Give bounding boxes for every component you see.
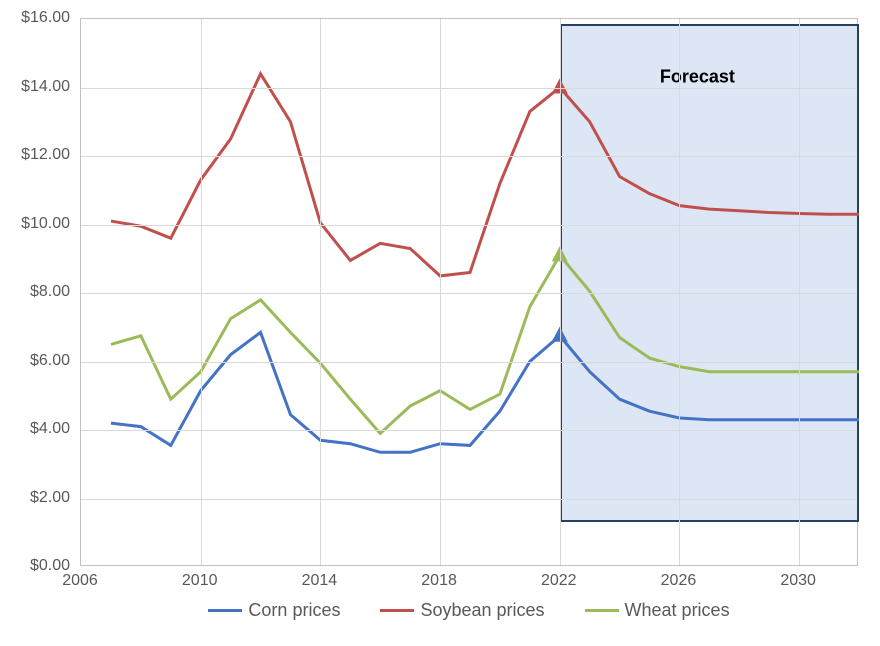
legend-label: Soybean prices [420, 600, 544, 621]
y-axis-tick-label: $4.00 [0, 420, 70, 438]
y-axis-tick-label: $0.00 [0, 557, 70, 575]
x-axis-tick-label: 2026 [661, 572, 697, 590]
x-axis-tick-label: 2022 [541, 572, 577, 590]
legend-label: Corn prices [248, 600, 340, 621]
legend-item: Corn prices [208, 600, 340, 621]
y-axis-tick-label: $8.00 [0, 283, 70, 301]
y-axis-tick-label: $16.00 [0, 9, 70, 27]
gridline-horizontal [81, 499, 857, 500]
x-axis-tick-label: 2030 [780, 572, 816, 590]
price-forecast-chart: Forecast $0.00 $2.00 $4.00 $6.00 $8.00 $10.00… [0, 0, 880, 646]
gridline-horizontal [81, 156, 857, 157]
gridline-horizontal [81, 88, 857, 89]
legend-swatch-icon [585, 609, 619, 612]
gridline-vertical [799, 19, 800, 565]
legend-swatch-icon [208, 609, 242, 612]
gridline-horizontal [81, 430, 857, 431]
legend-swatch-icon [380, 609, 414, 612]
legend-item: Soybean prices [380, 600, 544, 621]
gridline-horizontal [81, 225, 857, 226]
gridline-horizontal [81, 362, 857, 363]
y-axis-tick-label: $12.00 [0, 146, 70, 164]
x-axis-tick-label: 2014 [302, 572, 338, 590]
plot-area: Forecast [80, 18, 858, 566]
y-axis-tick-label: $10.00 [0, 215, 70, 233]
y-axis-tick-label: $6.00 [0, 352, 70, 370]
legend-label: Wheat prices [625, 600, 730, 621]
y-axis-tick-label: $14.00 [0, 78, 70, 96]
series-soybean-prices [111, 74, 859, 276]
gridline-vertical [201, 19, 202, 565]
series-wheat-prices [111, 255, 859, 433]
y-axis-tick-label: $2.00 [0, 489, 70, 507]
gridline-vertical [320, 19, 321, 565]
gridline-vertical [679, 19, 680, 565]
x-axis-tick-label: 2010 [182, 572, 218, 590]
series-corn-prices [111, 332, 859, 452]
gridline-horizontal [81, 293, 857, 294]
legend: Corn prices Soybean prices Wheat prices [80, 600, 858, 621]
x-axis-tick-label: 2018 [421, 572, 457, 590]
gridline-vertical [560, 19, 561, 565]
legend-item: Wheat prices [585, 600, 730, 621]
gridline-vertical [440, 19, 441, 565]
x-axis-tick-label: 2006 [62, 572, 98, 590]
